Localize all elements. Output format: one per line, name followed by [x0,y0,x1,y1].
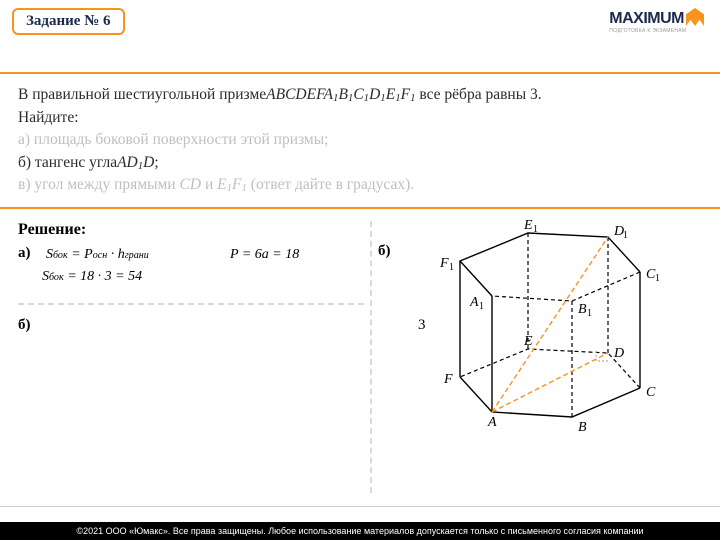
svg-text:1: 1 [449,262,454,273]
svg-text:1: 1 [479,301,484,312]
problem-text: В правильной шестиугольной призме [18,86,266,103]
perimeter-eq: P = 6a = 18 [230,247,299,263]
brand-text: MAXIMUM [609,10,684,27]
svg-text:F: F [443,372,453,387]
part-b-label: б) [18,317,42,334]
divider-mid [0,207,720,209]
svg-text:1: 1 [655,273,660,284]
svg-text:C: C [646,385,656,400]
brand-icon [686,8,704,26]
svg-text:D: D [613,346,624,361]
brand-logo: MAXIMUM ПОДГОТОВКА К ЭКЗАМЕНАМ [609,8,704,34]
solution-block: Решение: а) Sбок = Pосн · hграни P = 6a … [0,213,720,493]
subtask-a: а) площадь боковой поверхности этой приз… [18,129,702,151]
svg-text:E: E [523,334,533,349]
part-a-label: а) [18,245,42,262]
eq2: Sбок = 18 · 3 = 54 [42,269,142,285]
svg-text:1: 1 [533,224,538,235]
svg-text:F: F [439,256,449,271]
prism-figure: E1D1F1C1A1B1EDFCAB [420,219,680,454]
footer-rule [0,506,720,522]
eq1: Sбок = Pосн · hграни [46,247,149,263]
task-badge: Задание № 6 [12,8,125,35]
subtask-c: в) угол между прямыми CD и E1F1 (ответ д… [18,174,702,197]
find-label: Найдите: [18,107,702,129]
prism-name: ABCDEFA1B1C1D1E1F1 [266,86,415,103]
svg-text:B: B [578,420,587,435]
solution-title: Решение: [18,221,356,239]
svg-text:A: A [487,415,497,430]
svg-text:1: 1 [587,308,592,319]
svg-text:E: E [523,219,533,233]
problem-text-2: все рёбра равны 3. [416,86,542,103]
dash-sep [18,303,364,305]
svg-text:B: B [578,302,587,317]
subtask-b: б) тангенс углаAD1D; [18,152,702,175]
brand-sub: ПОДГОТОВКА К ЭКЗАМЕНАМ [609,28,704,34]
copyright-footer: ©2021 ООО «Юмакс». Все права защищены. Л… [0,522,720,540]
svg-text:1: 1 [623,230,628,241]
svg-text:A: A [469,295,479,310]
problem-statement: В правильной шестиугольной призмеABCDEFA… [0,74,720,203]
right-b-label: б) [378,243,391,260]
